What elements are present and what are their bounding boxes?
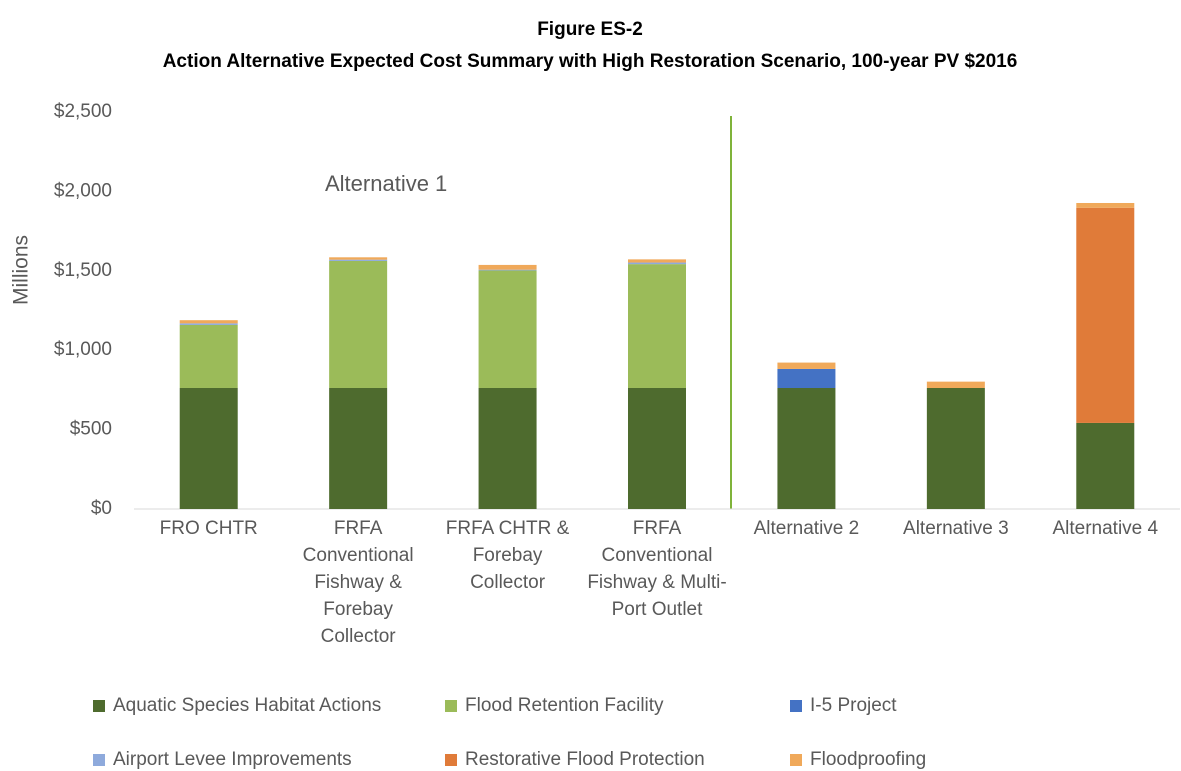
bar-segment <box>179 324 238 388</box>
x-tick-label: Alternative 4 <box>1052 518 1159 539</box>
bar-segment <box>179 387 238 509</box>
legend-label: Aquatic Species Habitat Actions <box>113 695 381 716</box>
x-tick-label: FRFA Conventional Fishway & Multi-Port O… <box>587 518 727 620</box>
bar-segment <box>179 320 238 324</box>
legend-label: Floodproofing <box>810 749 926 770</box>
x-tick-label: Alternative 2 <box>753 518 860 539</box>
bar-segment <box>628 262 686 265</box>
bar-segment <box>777 368 836 388</box>
x-tick-label: Alternative 3 <box>903 518 1009 539</box>
bar-segment <box>478 387 537 509</box>
bar-segment <box>1076 207 1135 423</box>
y-tick-label: $2,500 <box>54 101 112 122</box>
y-tick-label: $0 <box>91 498 112 519</box>
bar-segment <box>1076 202 1135 208</box>
y-tick-label: $2,000 <box>54 180 112 201</box>
bar-segment <box>329 259 388 261</box>
bar-segment <box>1076 422 1135 509</box>
bar-segment <box>628 387 686 509</box>
bar-segment <box>777 387 836 509</box>
y-tick-label: $500 <box>70 419 112 440</box>
y-axis-label: Millions <box>10 235 33 305</box>
legend-label: Airport Levee Improvements <box>113 749 352 770</box>
chart-subtitle: Action Alternative Expected Cost Summary… <box>163 51 1018 72</box>
legend-swatch <box>93 700 105 712</box>
x-tick-label: FRFA Conventional Fishway & Forebay Coll… <box>302 518 414 647</box>
bar-segment <box>926 381 985 388</box>
bar-segment <box>179 323 238 325</box>
y-tick-label: $1,500 <box>54 260 112 281</box>
bar-segment <box>478 264 537 270</box>
chart-title: Figure ES-2 <box>537 19 643 40</box>
bar-segment <box>478 270 537 388</box>
x-tick-label: FRFA CHTR & Forebay Collector <box>445 518 570 593</box>
legend-swatch <box>93 754 105 766</box>
legend-swatch <box>445 700 457 712</box>
bar-segment <box>628 259 686 263</box>
y-tick-label: $1,000 <box>54 339 112 360</box>
bar-segment <box>478 269 537 271</box>
legend-label: Restorative Flood Protection <box>465 749 705 770</box>
bar-segment <box>926 387 985 509</box>
annotation: Alternative 1 <box>325 171 447 196</box>
bar-segment <box>329 257 388 260</box>
x-tick-label: FRO CHTR <box>159 518 258 539</box>
bar-segment <box>777 362 836 369</box>
bar-segment <box>329 387 388 509</box>
legend-swatch <box>790 754 802 766</box>
legend-swatch <box>790 700 802 712</box>
bar-segment <box>329 260 388 388</box>
legend-label: Flood Retention Facility <box>465 695 664 716</box>
legend-label: I-5 Project <box>810 695 897 716</box>
bar-segment <box>628 264 686 388</box>
legend-swatch <box>445 754 457 766</box>
